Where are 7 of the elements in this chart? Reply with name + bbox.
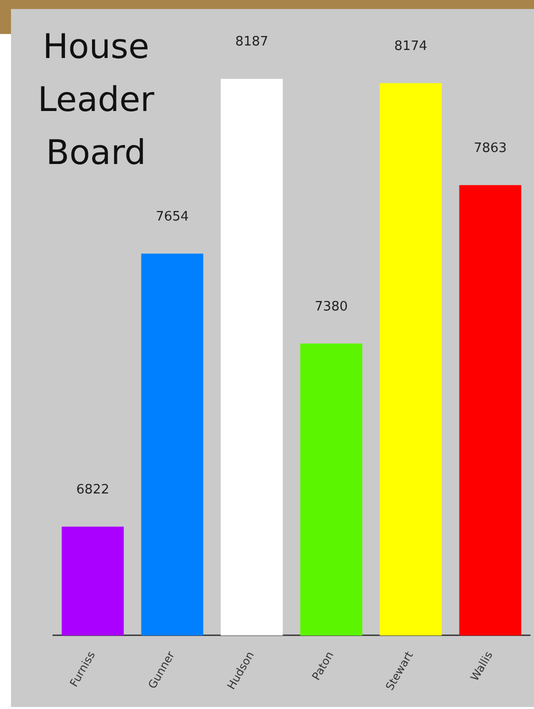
- data-label: 7654: [156, 210, 189, 225]
- data-label: 8174: [394, 39, 428, 54]
- data-label: 7380: [314, 299, 348, 314]
- text: House Leader Board: [36, 26, 156, 175]
- data-label: 7863: [474, 141, 507, 156]
- data-label: 6822: [76, 482, 110, 498]
- data-label: 8187: [235, 34, 268, 50]
